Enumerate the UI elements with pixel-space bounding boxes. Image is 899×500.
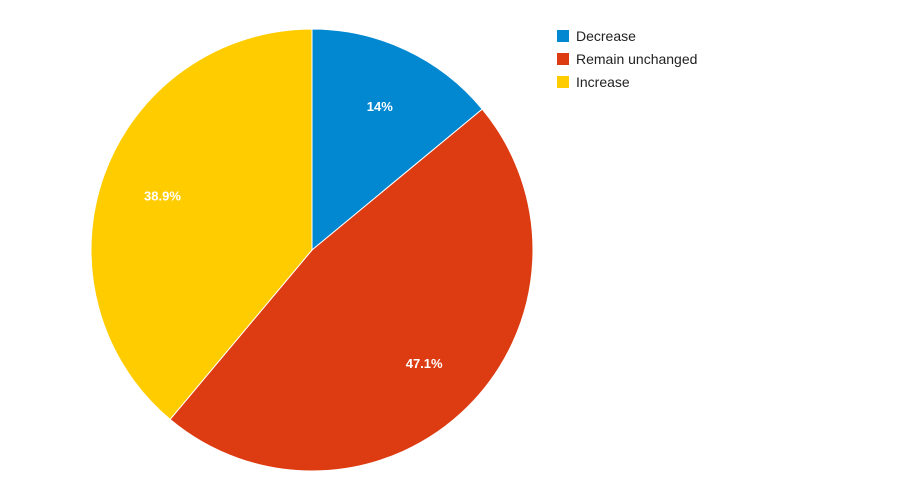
legend-label-increase: Increase [576, 73, 630, 90]
legend-item-decrease[interactable]: Decrease [557, 24, 697, 47]
slice-label-decrease: 14% [367, 99, 393, 114]
legend-item-remain-unchanged[interactable]: Remain unchanged [557, 47, 697, 70]
chart-legend: Decrease Remain unchanged Increase [557, 24, 697, 93]
slice-label-remain-unchanged: 47.1% [406, 356, 443, 371]
pie-slice-decrease[interactable] [311, 28, 483, 252]
legend-label-remain-unchanged: Remain unchanged [576, 50, 698, 67]
legend-label-decrease: Decrease [576, 27, 636, 44]
legend-swatch-increase [557, 75, 569, 88]
pie-slice-remain-unchanged[interactable] [169, 108, 534, 472]
pie-slices [90, 28, 534, 472]
pie-slice-increase[interactable] [90, 28, 313, 421]
legend-item-increase[interactable]: Increase [557, 70, 697, 93]
pie-slice-labels: 14% 47.1% 38.9% [144, 99, 443, 371]
slice-label-increase: 38.9% [144, 189, 181, 204]
legend-swatch-decrease [557, 29, 569, 42]
legend-swatch-remain-unchanged [557, 52, 569, 65]
